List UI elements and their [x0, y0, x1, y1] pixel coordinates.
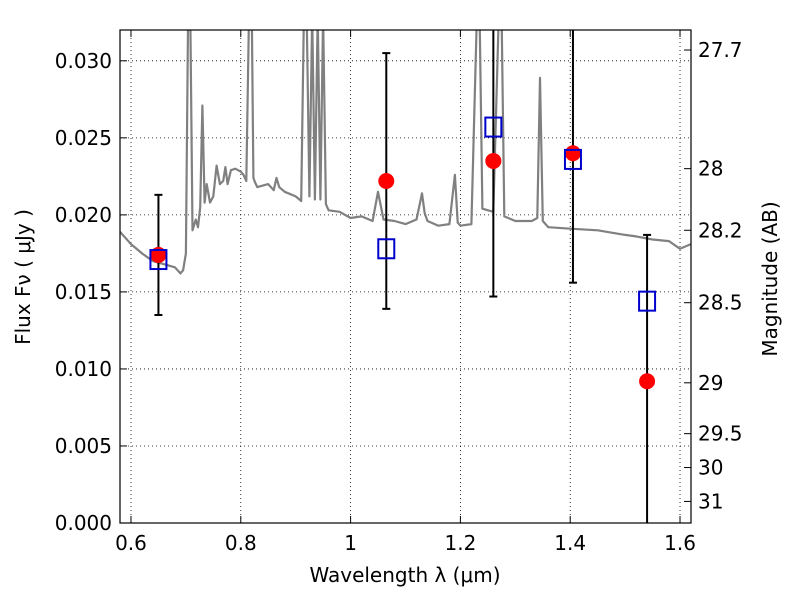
x-tick-label: 1.2	[444, 531, 476, 555]
observed-point	[564, 145, 581, 162]
magnitude-tick-label: 27.7	[698, 38, 743, 62]
magnitude-tick-label: 31	[698, 489, 723, 513]
x-tick-label: 1	[344, 531, 357, 555]
x-axis-title: Wavelength λ (μm)	[309, 563, 500, 587]
observed-point	[485, 152, 502, 169]
magnitude-tick-label: 28	[698, 157, 723, 181]
x-tick-label: 0.6	[115, 531, 147, 555]
plot-frame	[119, 29, 692, 524]
y-tick-label: 0.015	[55, 280, 112, 304]
y-axis-ticks: 0.000 0.005 0.010 0.015 0.020 0.025 0.030	[55, 49, 127, 535]
y-tick-label: 0.025	[55, 126, 112, 150]
model-point	[563, 148, 582, 170]
y-axis-title: Flux Fν ( μJy )	[11, 209, 35, 345]
x-axis-ticks: 0.6 0.8 1 1.2 1.4 1.6	[115, 30, 696, 555]
magnitude-axis-ticks: 27.7 28 28.2 28.5 29 29.5 30 31	[684, 38, 743, 513]
model-point	[377, 238, 396, 260]
magnitude-tick-label: 29.5	[698, 422, 743, 446]
magnitude-tick-label: 28.5	[698, 291, 743, 315]
model-point	[638, 290, 657, 312]
y-tick-label: 0.005	[55, 434, 112, 458]
y-tick-label: 0.010	[55, 357, 112, 381]
x-tick-label: 0.8	[225, 531, 257, 555]
magnitude-tick-label: 28.2	[698, 218, 743, 242]
model-spectrum-line	[120, 30, 691, 275]
observed-point	[639, 373, 656, 390]
y-tick-label: 0.000	[55, 511, 112, 535]
model-point	[484, 116, 503, 138]
model-point	[149, 249, 168, 271]
x-tick-label: 1.4	[554, 531, 586, 555]
y-tick-label: 0.030	[55, 49, 112, 73]
magnitude-tick-label: 30	[698, 456, 723, 480]
y-tick-label: 0.020	[55, 203, 112, 227]
magnitude-tick-label: 29	[698, 371, 723, 395]
model-photometry-points	[149, 116, 657, 312]
model-spectrum	[120, 30, 691, 275]
observed-point	[378, 172, 395, 189]
x-tick-label: 1.6	[664, 531, 696, 555]
magnitude-axis-title: Magnitude (AB)	[758, 201, 782, 356]
